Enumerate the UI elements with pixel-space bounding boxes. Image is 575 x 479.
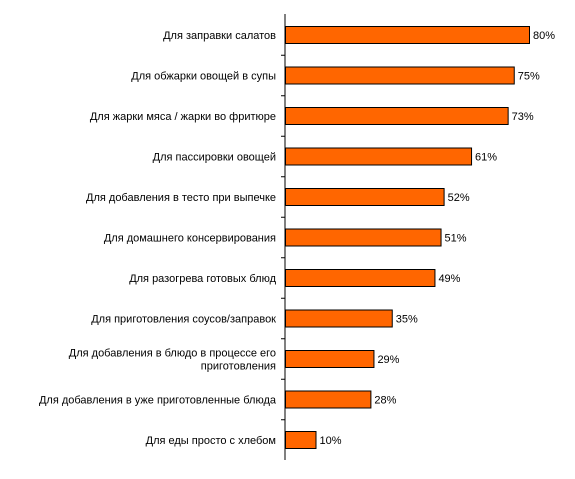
category-label-line: Для домашнего консервирования [104, 233, 276, 245]
category-label-line: Для обжарки овощей в супы [131, 71, 276, 83]
category-label: Для еды просто с хлебом [146, 435, 276, 447]
category-label: Для заправки салатов [163, 30, 276, 42]
category-label-line: Для добавления в уже приготовленные блюд… [39, 395, 277, 407]
value-label: 49% [438, 273, 460, 285]
value-label: 10% [320, 435, 342, 447]
category-label-line: Для добавления в блюдо в процессе его [69, 348, 276, 360]
category-label-line: Для разогрева готовых блюд [129, 273, 276, 285]
bar [285, 228, 442, 247]
bar [285, 188, 445, 206]
category-label-line: Для жарки мяса / жарки во фритюре [90, 111, 276, 123]
category-label: Для добавления в тесто при выпечке [86, 192, 276, 204]
bar [285, 309, 393, 328]
value-label: 75% [518, 71, 540, 83]
bar [285, 147, 473, 166]
category-label-line: приготовления [201, 361, 276, 373]
category-label: Для разогрева готовых блюд [129, 273, 276, 285]
bar [285, 107, 509, 125]
bar [285, 390, 372, 409]
bar [285, 26, 530, 44]
category-label-line: Для пассировки овощей [153, 152, 276, 164]
bars-layer: Для заправки салатов 80% Для обжарки овоще… [39, 26, 555, 449]
value-label: 51% [445, 233, 467, 245]
value-label: 52% [448, 192, 470, 204]
value-label: 29% [377, 354, 399, 366]
category-label-line: Для добавления в тесто при выпечке [86, 192, 276, 204]
category-label: Для приготовления соусов/заправок [91, 314, 276, 326]
category-label-line: Для приготовления соусов/заправок [91, 314, 276, 326]
category-label: Для пассировки овощей [153, 152, 276, 164]
value-label: 28% [374, 395, 396, 407]
category-label: Для добавления в блюдо в процессе его при… [69, 348, 276, 373]
bar [285, 269, 436, 287]
category-label: Для жарки мяса / жарки во фритюре [90, 111, 276, 123]
category-label-line: Для заправки салатов [163, 30, 276, 42]
category-label: Для добавления в уже приготовленные блюд… [39, 395, 277, 407]
value-label: 73% [512, 111, 534, 123]
category-label-line: Для еды просто с хлебом [146, 435, 276, 447]
category-label: Для обжарки овощей в супы [131, 71, 276, 83]
value-label: 61% [475, 152, 497, 164]
value-label: 35% [396, 314, 418, 326]
category-label: Для домашнего консервирования [104, 233, 276, 245]
bar [285, 431, 317, 449]
bar [285, 350, 375, 368]
value-label: 80% [533, 30, 555, 42]
bar [285, 66, 515, 85]
